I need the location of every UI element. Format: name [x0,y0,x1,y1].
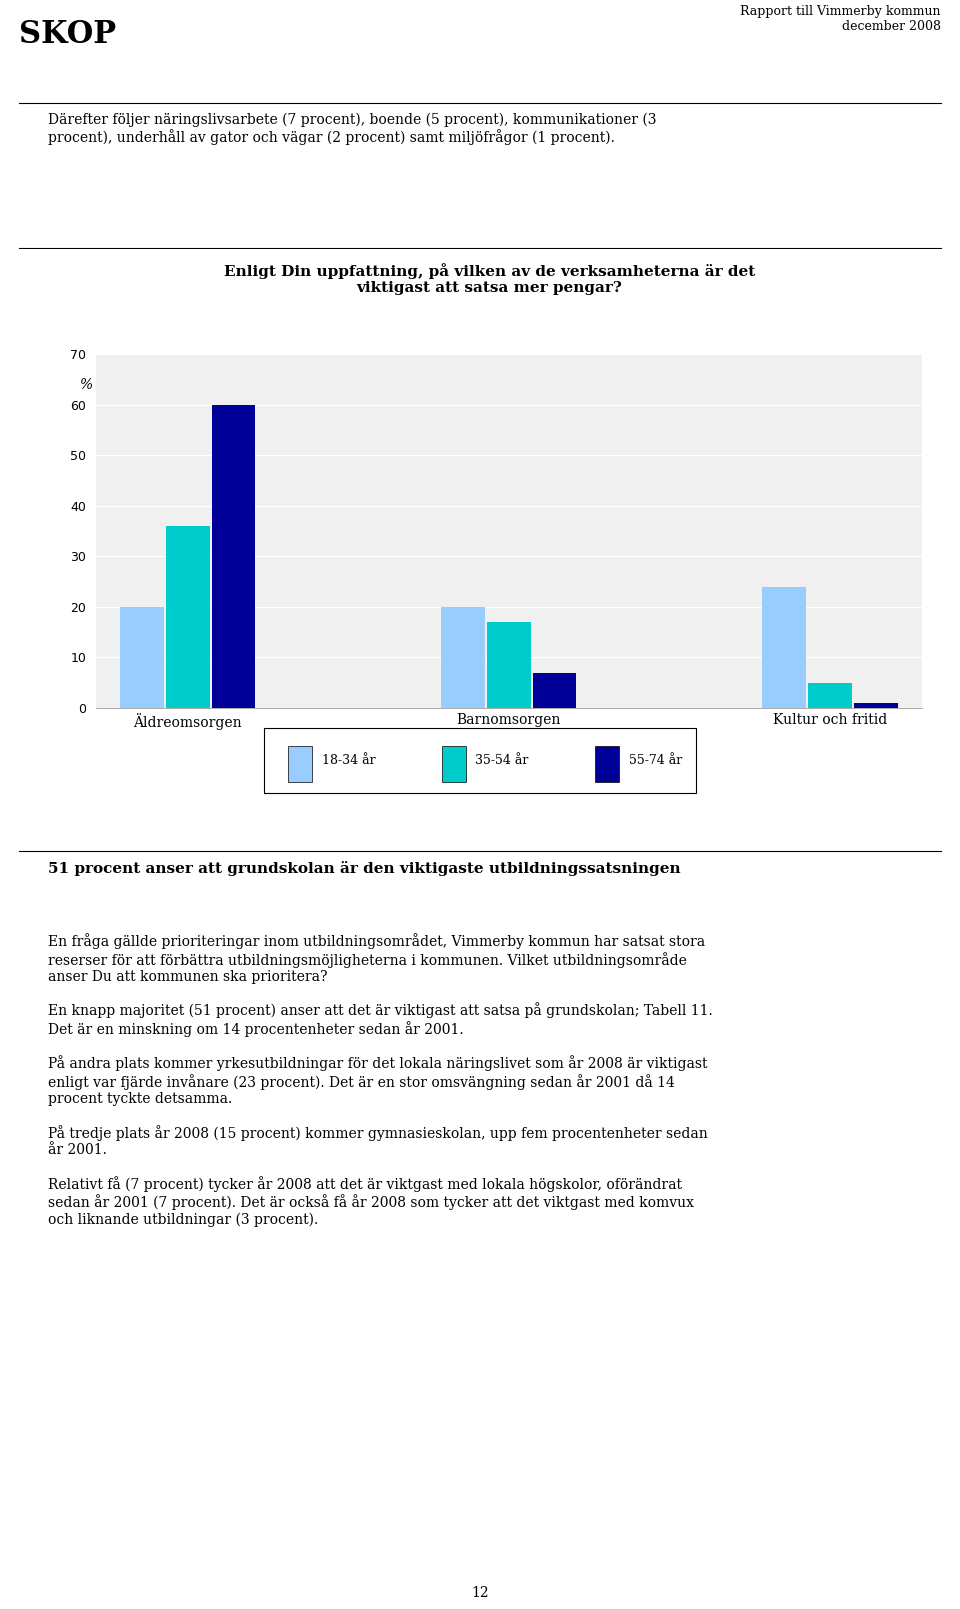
FancyBboxPatch shape [442,747,466,782]
Text: 18-34 år: 18-34 år [322,753,375,767]
FancyBboxPatch shape [288,747,312,782]
Bar [442,607,485,708]
Text: SKOP: SKOP [19,19,116,50]
Text: Därefter följer näringslivsarbete (7 procent), boende (5 procent), kommunikation: Därefter följer näringslivsarbete (7 pro… [48,113,657,145]
Bar [808,682,852,708]
Text: 12: 12 [471,1586,489,1599]
FancyBboxPatch shape [595,747,619,782]
Text: Enligt Din uppfattning, på vilken av de verksamheterna är det
viktigast att sats: Enligt Din uppfattning, på vilken av de … [224,262,756,294]
Text: Rapport till Vimmerby kommun
december 2008: Rapport till Vimmerby kommun december 20… [740,5,941,32]
Text: 51 procent anser att grundskolan är den viktigaste utbildningssatsningen: 51 procent anser att grundskolan är den … [48,861,681,875]
Bar [120,607,163,708]
Bar [533,673,576,708]
Text: %: % [80,378,93,393]
Bar [166,526,209,708]
Bar [212,404,255,708]
Bar [762,587,805,708]
Bar [487,623,531,708]
Text: 55-74 år: 55-74 år [629,753,682,767]
Text: 35-54 år: 35-54 år [475,753,529,767]
Bar [854,703,898,708]
Text: En fråga gällde prioriteringar inom utbildningsområdet, Vimmerby kommun har sats: En fråga gällde prioriteringar inom utbi… [48,933,712,1226]
